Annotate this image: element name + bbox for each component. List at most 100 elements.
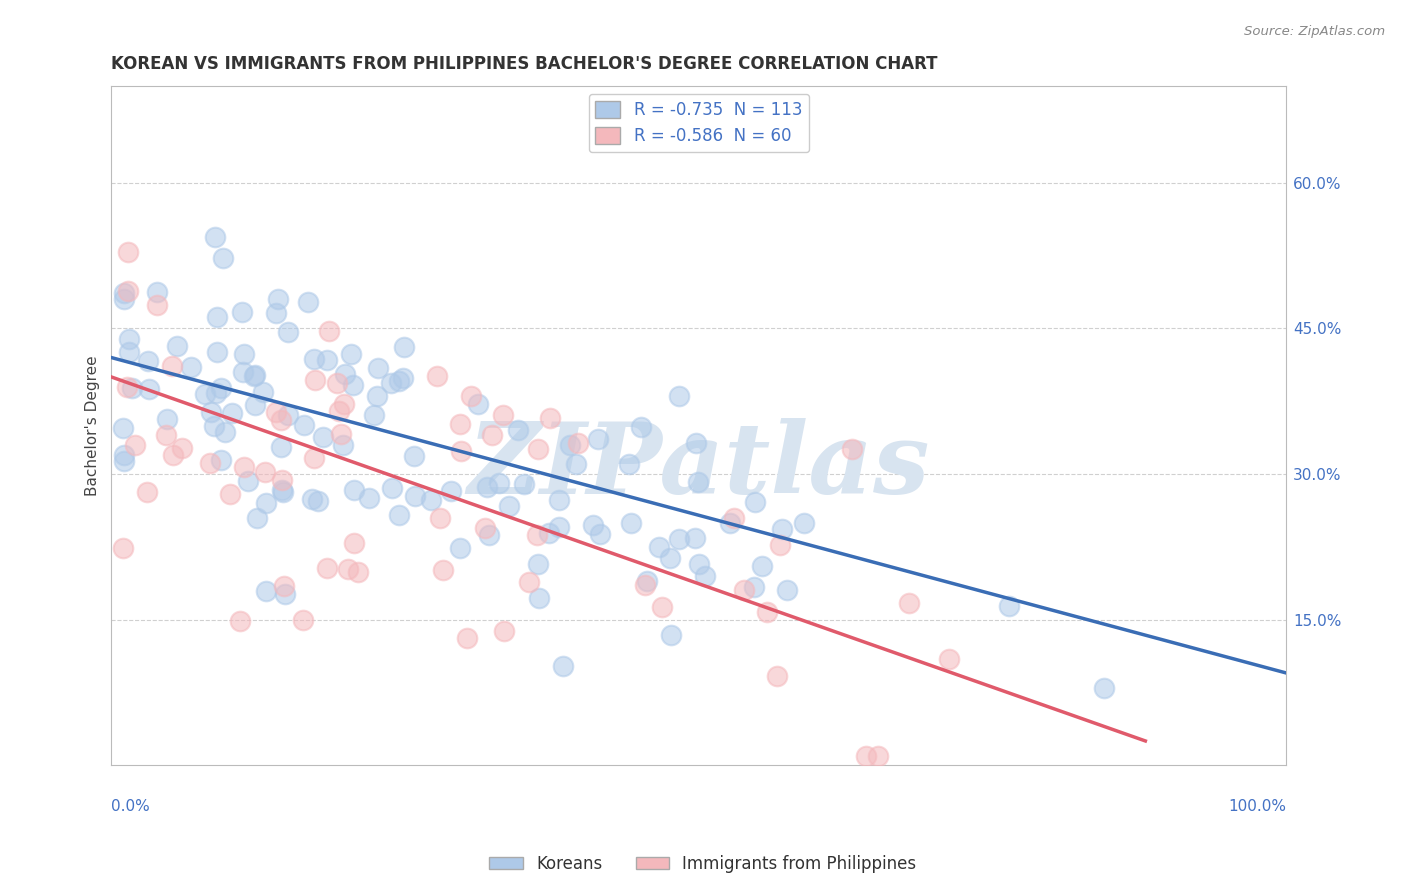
- Point: [336, 562, 359, 576]
- Point: [146, 298, 169, 312]
- Point: [668, 389, 690, 403]
- Point: [841, 442, 863, 456]
- Point: [388, 508, 411, 522]
- Point: [478, 528, 501, 542]
- Point: [136, 485, 159, 500]
- Point: [404, 489, 426, 503]
- Point: [112, 454, 135, 468]
- Point: [339, 347, 361, 361]
- Point: [685, 435, 707, 450]
- Point: [328, 404, 350, 418]
- Point: [301, 491, 323, 506]
- Point: [205, 386, 228, 401]
- Point: [420, 492, 443, 507]
- Point: [688, 475, 710, 489]
- Point: [733, 583, 755, 598]
- Point: [209, 452, 232, 467]
- Point: [723, 510, 745, 524]
- Point: [277, 325, 299, 339]
- Point: [277, 408, 299, 422]
- Point: [467, 397, 489, 411]
- Point: [204, 230, 226, 244]
- Point: [582, 518, 605, 533]
- Point: [180, 359, 202, 374]
- Point: [264, 305, 287, 319]
- Text: 0.0%: 0.0%: [111, 799, 150, 814]
- Point: [551, 659, 574, 673]
- Point: [456, 631, 478, 645]
- Point: [252, 384, 274, 399]
- Point: [381, 481, 404, 495]
- Point: [527, 442, 550, 457]
- Point: [117, 380, 139, 394]
- Text: 100.0%: 100.0%: [1229, 799, 1286, 814]
- Point: [138, 354, 160, 368]
- Point: [538, 411, 561, 425]
- Point: [548, 492, 571, 507]
- Point: [938, 651, 960, 665]
- Point: [221, 407, 243, 421]
- Point: [297, 294, 319, 309]
- Point: [506, 423, 529, 437]
- Point: [304, 374, 326, 388]
- Point: [342, 483, 364, 497]
- Point: [302, 351, 325, 366]
- Point: [124, 437, 146, 451]
- Point: [267, 292, 290, 306]
- Point: [366, 389, 388, 403]
- Point: [214, 425, 236, 439]
- Point: [742, 580, 765, 594]
- Point: [291, 613, 314, 627]
- Point: [756, 605, 779, 619]
- Point: [765, 669, 787, 683]
- Point: [311, 430, 333, 444]
- Point: [333, 397, 356, 411]
- Point: [231, 305, 253, 319]
- Point: [318, 324, 340, 338]
- Point: [117, 284, 139, 298]
- Point: [620, 516, 643, 530]
- Point: [744, 495, 766, 509]
- Text: ZIPatlas: ZIPatlas: [468, 418, 929, 515]
- Point: [630, 419, 652, 434]
- Point: [207, 310, 229, 324]
- Point: [112, 541, 135, 556]
- Point: [254, 496, 277, 510]
- Point: [392, 371, 415, 385]
- Legend: R = -0.735  N = 113, R = -0.586  N = 60: R = -0.735 N = 113, R = -0.586 N = 60: [589, 95, 808, 153]
- Point: [449, 541, 471, 556]
- Point: [432, 563, 454, 577]
- Point: [118, 332, 141, 346]
- Point: [118, 344, 141, 359]
- Point: [460, 389, 482, 403]
- Point: [659, 550, 682, 565]
- Point: [198, 457, 221, 471]
- Point: [200, 404, 222, 418]
- Point: [253, 466, 276, 480]
- Point: [236, 475, 259, 489]
- Point: [232, 347, 254, 361]
- Point: [302, 451, 325, 466]
- Point: [481, 427, 503, 442]
- Point: [770, 523, 793, 537]
- Point: [117, 244, 139, 259]
- Point: [693, 569, 716, 583]
- Point: [357, 491, 380, 505]
- Point: [634, 577, 657, 591]
- Point: [316, 352, 339, 367]
- Point: [1092, 681, 1115, 695]
- Point: [254, 583, 277, 598]
- Point: [326, 376, 349, 391]
- Point: [316, 561, 339, 575]
- Point: [292, 418, 315, 433]
- Point: [112, 448, 135, 462]
- Point: [388, 375, 411, 389]
- Point: [166, 338, 188, 352]
- Point: [330, 427, 353, 442]
- Point: [342, 378, 364, 392]
- Point: [718, 516, 741, 531]
- Y-axis label: Bachelor's Degree: Bachelor's Degree: [86, 355, 100, 496]
- Point: [347, 565, 370, 579]
- Point: [112, 286, 135, 301]
- Point: [246, 510, 269, 524]
